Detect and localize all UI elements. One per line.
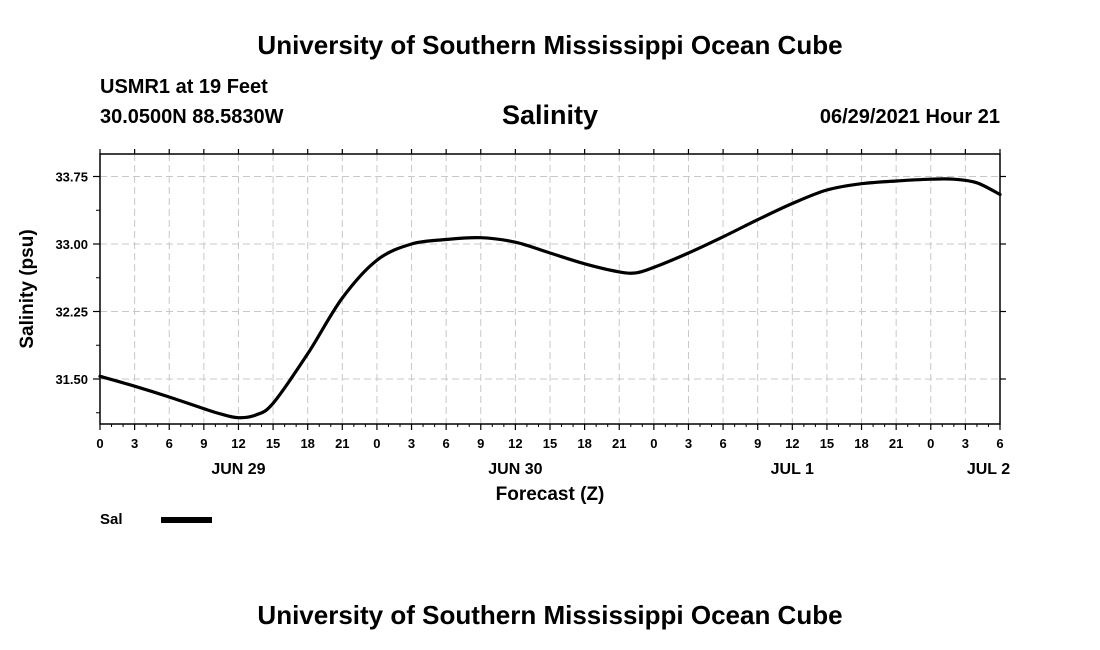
x-tick-label: 3 (131, 436, 138, 451)
data-point-sal (219, 412, 223, 416)
x-tick-label: 9 (754, 436, 761, 451)
legend: Sal (100, 511, 212, 528)
forecast-datetime: 06/29/2021 Hour 21 (819, 106, 1000, 128)
data-point-sal (825, 188, 829, 192)
x-tick-label: 12 (785, 436, 799, 451)
data-point-sal (202, 407, 206, 410)
data-point-sal (618, 270, 621, 274)
data-point-sal (168, 395, 171, 399)
x-tick-label: 18 (854, 436, 868, 451)
data-point-sal (444, 238, 448, 241)
y-tick-label: 31.50 (55, 372, 88, 387)
data-point-sal (410, 242, 413, 246)
data-point-sal (479, 236, 482, 239)
coordinates-label: 30.0500N 88.5830W (100, 106, 284, 128)
legend-swatch-sal (161, 517, 212, 523)
x-tick-label: 3 (962, 436, 969, 451)
station-label: USMR1 at 19 Feet (100, 76, 268, 98)
date-label: JUL 2 (967, 461, 1010, 478)
grid-lines (100, 154, 1000, 424)
tick-labels: 0 3 6 9 12 15 18 21 0 3 6 9 12 15 18 21 0 3 6 9 12 15 18 21 0 3 6 J… (55, 170, 1010, 479)
data-point-sal (635, 271, 638, 274)
x-tick-label: 18 (300, 436, 314, 451)
data-point-sal (514, 241, 517, 244)
x-tick-label: 0 (927, 436, 934, 451)
x-tick-label: 12 (508, 436, 522, 451)
data-point-sal (687, 251, 690, 255)
x-tick-label: 21 (612, 436, 626, 451)
x-tick-label: 6 (996, 436, 1003, 451)
date-label: JUN 29 (211, 461, 265, 478)
data-point-sal (254, 413, 257, 417)
chart-title: Salinity (501, 100, 599, 130)
data-point-sal (583, 262, 586, 265)
x-tick-label: 15 (266, 436, 280, 451)
date-label: JUL 1 (771, 461, 814, 478)
x-tick-label: 9 (200, 436, 207, 451)
data-point-sal (894, 179, 898, 183)
x-tick-label: 6 (719, 436, 726, 451)
series-layer (98, 177, 1002, 420)
x-axis-title: Forecast (Z) (496, 484, 605, 505)
chart-header-title: University of Southern Mississippi Ocean… (257, 30, 843, 60)
x-tick-label: 3 (408, 436, 415, 451)
legend-entry-sal: Sal (100, 511, 123, 528)
chart-footer-title: University of Southern Mississippi Ocean… (257, 600, 843, 630)
x-tick-label: 0 (650, 436, 657, 451)
y-tick-label: 33.00 (55, 237, 88, 252)
data-point-sal (929, 178, 932, 181)
x-tick-label: 6 (166, 436, 173, 451)
data-point-sal (952, 178, 956, 181)
x-tick-label: 0 (373, 436, 380, 451)
data-point-sal (721, 235, 725, 238)
x-tick-label: 15 (543, 436, 557, 451)
data-point-sal (756, 218, 759, 221)
y-tick-label: 33.75 (55, 170, 88, 185)
x-tick-label: 9 (477, 436, 484, 451)
data-point-sal (237, 416, 240, 419)
date-label: JUN 30 (488, 461, 542, 478)
data-point-sal (975, 181, 979, 184)
data-point-sal (860, 182, 863, 185)
x-tick-label: 12 (231, 436, 245, 451)
x-tick-label: 21 (889, 436, 903, 451)
data-point-sal (306, 352, 309, 355)
data-point-sal (652, 266, 656, 269)
x-tick-label: 0 (96, 436, 103, 451)
y-axis-title: Salinity (psu) (17, 229, 38, 348)
data-point-sal (341, 296, 344, 300)
x-tick-label: 18 (577, 436, 591, 451)
x-tick-label: 21 (335, 436, 349, 451)
x-tick-label: 6 (443, 436, 450, 451)
data-point-sal (791, 202, 794, 205)
x-tick-label: 15 (820, 436, 834, 451)
plot-frame (99, 153, 1001, 425)
data-point-sal (133, 385, 136, 388)
data-point-sal (271, 402, 275, 405)
x-tick-label: 3 (685, 436, 692, 451)
data-point-sal (548, 251, 552, 255)
y-tick-label: 32.25 (55, 305, 88, 320)
data-point-sal (375, 259, 379, 262)
